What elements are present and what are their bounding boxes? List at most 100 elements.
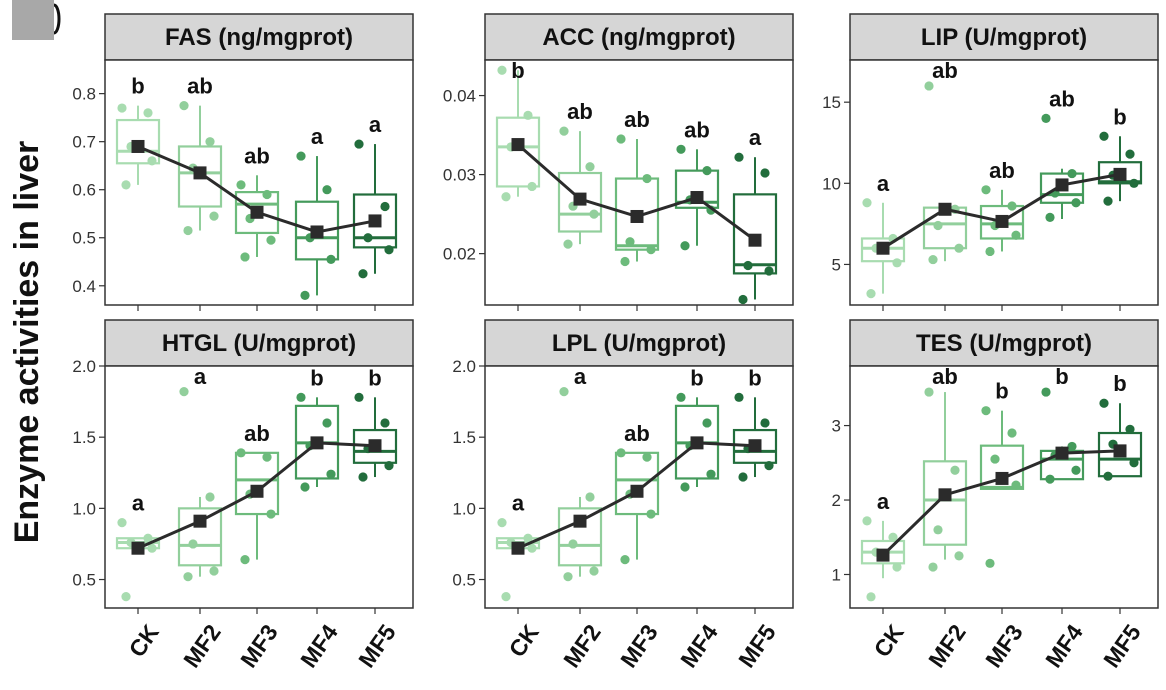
mean-marker [995,471,1009,485]
data-point [143,533,153,543]
y-tick-label: 0.7 [72,133,96,152]
box-iqr [177,145,223,208]
panel-title: LPL (U/mgprot) [552,330,726,357]
y-tick-label: 15 [822,93,841,112]
data-point [121,180,131,190]
data-point [676,392,686,402]
data-point [954,243,964,253]
data-point [760,418,770,428]
data-point [888,532,898,542]
x-tick-label: MF3 [235,620,283,673]
data-point [497,517,507,528]
y-tick-label: 3 [832,417,841,436]
significance-label: b [131,74,144,99]
x-tick-label: CK [123,619,164,661]
box-iqr [1039,172,1085,204]
mean-marker [876,548,890,562]
data-point [240,555,250,565]
significance-label: ab [932,58,958,83]
x-tick-label: MF4 [1040,619,1088,672]
y-tick-label: 1 [832,565,841,584]
data-point [933,525,943,535]
data-point [892,562,902,572]
data-point [1103,471,1113,481]
mean-marker [748,439,762,453]
mean-marker [1055,178,1069,192]
mean-marker [1055,446,1069,460]
data-point [866,592,876,602]
box-iqr [732,428,778,464]
data-point [262,189,272,200]
data-point [527,181,537,192]
data-point [322,185,332,195]
panel-0: FAS (ng/mgprot) 0.4 0.5 0.6 0.7 0.8 b ab ab a a [72,13,414,311]
significance-label: a [369,112,382,137]
y-tick-label: 2.0 [72,357,96,376]
significance-label: b [748,365,761,390]
mean-marker [1113,167,1127,181]
data-point [188,539,198,549]
y-tick-label: 0.6 [72,181,96,200]
data-point [1125,424,1135,434]
box-iqr [557,507,603,567]
panel-strip [104,319,414,367]
data-point [981,185,991,195]
panel-strip [849,319,1159,367]
y-tick-label: 1.5 [452,428,476,447]
panel-title: LIP (U/mgprot) [921,24,1087,51]
panel-title: HTGL (U/mgprot) [162,330,356,357]
data-point [1071,198,1081,208]
corner-label-block [12,0,54,40]
panel-title: FAS (ng/mgprot) [165,24,353,51]
data-point [179,101,189,111]
panel-strip [849,13,1159,61]
data-point [589,566,599,576]
data-point [1041,113,1051,124]
y-tick-label: 0.4 [72,277,96,296]
significance-label: ab [567,99,593,124]
mean-marker [938,202,952,216]
data-point [1007,201,1017,211]
significance-label: a [749,125,762,150]
x-tick-label: MF3 [980,620,1028,673]
data-point [743,260,753,271]
y-tick-label: 0.02 [443,245,476,264]
significance-label: b [995,379,1008,404]
box-iqr [979,204,1025,240]
data-point [322,418,332,428]
data-point [354,392,364,402]
data-point [1125,149,1135,159]
mean-marker [131,541,145,555]
data-point [734,152,744,162]
data-point [738,472,748,482]
mean-marker [938,488,952,502]
plot-area [104,59,414,306]
y-tick-label: 0.5 [72,571,96,590]
data-point [262,452,272,462]
data-point [121,592,131,602]
data-point [646,509,656,519]
significance-label: ab [932,364,958,389]
data-point [954,551,964,561]
box-iqr [234,191,280,235]
data-point [866,289,876,299]
data-point [928,254,938,265]
data-point [1011,230,1021,240]
data-point [892,258,902,268]
data-point [1045,212,1055,222]
data-point [702,418,712,428]
box-iqr [922,460,968,546]
significance-label: b [690,365,703,390]
data-point [862,198,872,208]
y-tick-label: 0.8 [72,85,96,104]
x-tick-label: MF5 [1098,619,1146,672]
significance-label: ab [244,421,270,446]
significance-label: a [877,489,890,514]
data-point [296,151,306,161]
y-tick-label: 2 [832,491,841,510]
box-iqr [674,169,720,209]
data-point [179,387,189,397]
x-tick-label: MF5 [353,619,401,672]
significance-label: b [511,58,524,83]
x-tick-label: MF2 [923,620,971,673]
